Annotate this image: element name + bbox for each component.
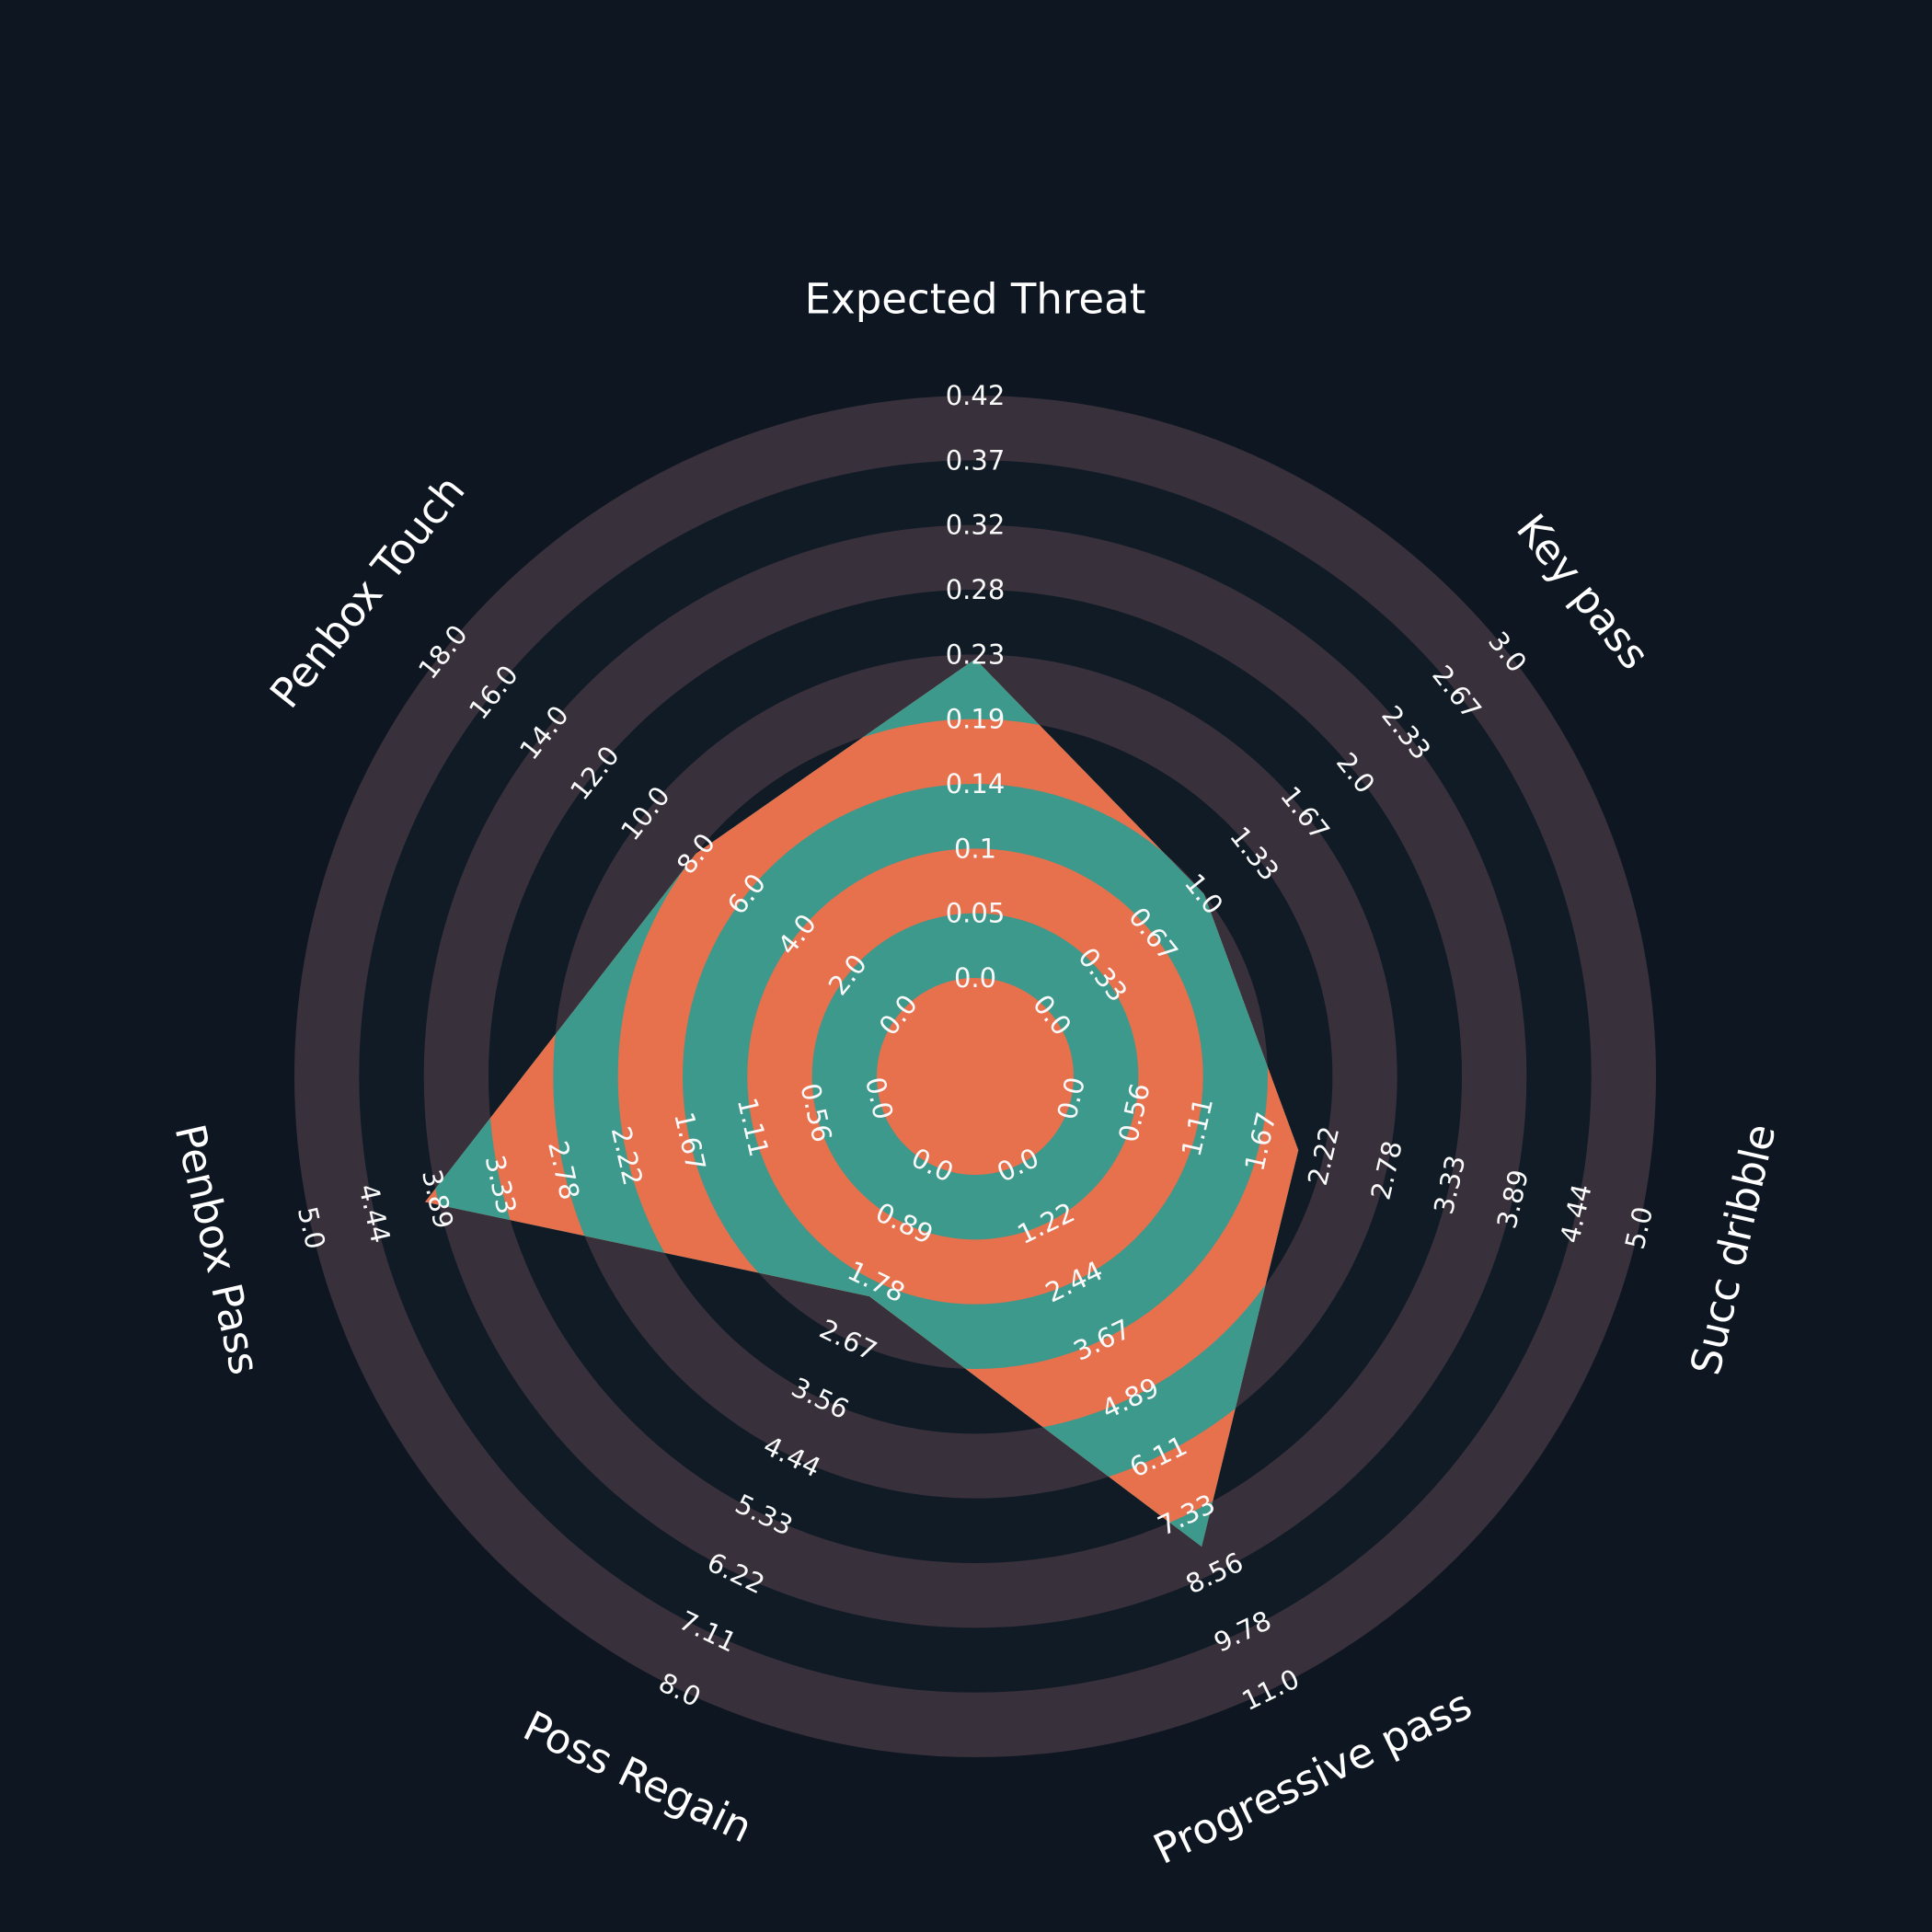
tick-label: 0.42 <box>946 380 1006 411</box>
tick-label: 0.0 <box>954 962 996 994</box>
tick-label: 0.37 <box>946 444 1006 476</box>
axis-label: Expected Threat <box>805 275 1146 324</box>
tick-label: 0.14 <box>946 768 1006 799</box>
tick-label: 0.28 <box>946 574 1006 605</box>
tick-label: 0.19 <box>946 704 1006 735</box>
center-disc <box>877 978 1074 1175</box>
tick-label: 0.32 <box>946 510 1006 541</box>
tick-label: 0.1 <box>954 833 996 864</box>
tick-label: 0.23 <box>946 638 1006 670</box>
tick-label: 0.05 <box>946 898 1006 929</box>
